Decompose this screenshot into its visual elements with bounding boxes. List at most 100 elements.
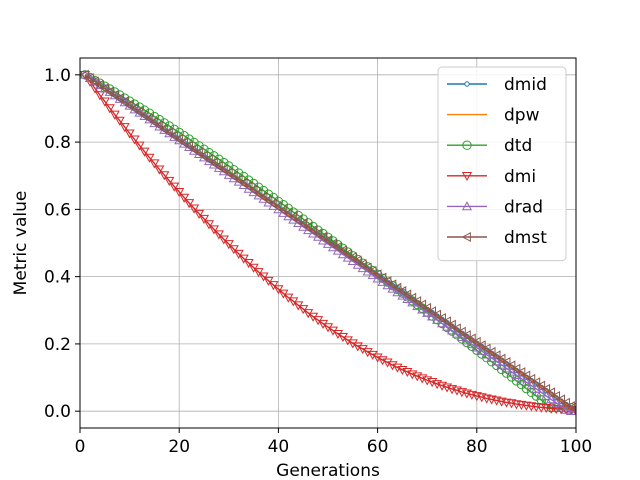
legend-label: dmid xyxy=(504,75,547,95)
plot-frame xyxy=(79,57,577,429)
data-point xyxy=(228,171,238,182)
data-point xyxy=(511,369,522,380)
data-point xyxy=(432,314,443,324)
data-point xyxy=(149,116,159,127)
data-point xyxy=(461,231,471,243)
data-point xyxy=(198,214,210,225)
data-point xyxy=(327,238,337,249)
data-point xyxy=(387,279,397,290)
data-point xyxy=(372,269,382,280)
data-point xyxy=(129,135,140,145)
x-tick-label: 60 xyxy=(367,437,389,457)
series-layer xyxy=(80,69,576,416)
data-point xyxy=(238,177,248,188)
data-point xyxy=(218,235,229,245)
data-point xyxy=(511,363,521,374)
data-point xyxy=(159,123,169,135)
data-point xyxy=(109,110,120,120)
data-point xyxy=(154,120,164,131)
series-line-dmst xyxy=(84,74,576,411)
data-point xyxy=(526,380,537,390)
data-point xyxy=(536,387,547,397)
data-point xyxy=(541,383,551,395)
data-point xyxy=(545,387,556,398)
data-point xyxy=(109,89,119,101)
data-point xyxy=(506,360,516,371)
data-point xyxy=(94,91,105,101)
data-point xyxy=(302,221,313,232)
data-point xyxy=(243,258,254,269)
data-point xyxy=(223,167,233,178)
data-point xyxy=(421,302,432,313)
data-point xyxy=(397,286,407,297)
data-point xyxy=(119,123,130,133)
data-point xyxy=(456,326,466,337)
data-point xyxy=(437,318,448,328)
data-point xyxy=(481,349,492,359)
data-point xyxy=(188,144,198,155)
data-point xyxy=(372,353,383,363)
legend-label: dtd xyxy=(504,136,532,156)
data-point xyxy=(417,299,427,310)
data-point xyxy=(461,335,472,345)
data-point xyxy=(461,201,473,211)
data-point xyxy=(382,275,392,287)
data-point xyxy=(243,181,253,192)
data-point xyxy=(114,116,125,126)
data-point xyxy=(193,209,205,219)
series-line-dtd xyxy=(84,74,576,409)
data-point xyxy=(109,90,120,100)
data-point xyxy=(248,263,259,273)
data-point xyxy=(521,370,531,381)
data-point xyxy=(208,157,218,168)
data-point xyxy=(184,199,195,209)
x-tick-label: 0 xyxy=(75,437,86,457)
data-point xyxy=(357,345,368,355)
data-point xyxy=(560,397,570,408)
data-point xyxy=(392,282,402,293)
data-point xyxy=(362,262,372,273)
data-point xyxy=(268,198,278,209)
data-point xyxy=(501,363,512,373)
data-point xyxy=(283,208,293,219)
data-point xyxy=(462,140,472,150)
data-point xyxy=(183,140,193,151)
data-point xyxy=(352,342,363,352)
x-tick-label: 80 xyxy=(466,437,488,457)
data-point xyxy=(377,272,387,283)
data-point xyxy=(476,340,486,351)
data-point xyxy=(99,83,109,94)
data-point xyxy=(461,330,471,341)
data-point xyxy=(501,357,511,368)
data-point xyxy=(332,241,342,253)
legend-item-dmid: dmid xyxy=(447,75,547,95)
data-point xyxy=(531,377,541,388)
series-dmst xyxy=(80,69,576,413)
y-tick-label: 0.8 xyxy=(44,133,71,153)
data-point xyxy=(173,134,184,145)
data-point xyxy=(431,309,441,320)
data-point xyxy=(456,331,467,342)
data-point xyxy=(466,333,476,344)
data-point xyxy=(367,350,378,360)
data-point xyxy=(124,129,135,139)
data-point xyxy=(169,130,179,141)
data-point xyxy=(516,367,526,378)
data-point xyxy=(233,174,243,185)
legend-label: dmi xyxy=(504,167,536,187)
data-point xyxy=(218,164,228,175)
legend-item-drad: drad xyxy=(447,197,543,217)
data-point xyxy=(213,160,223,172)
data-point xyxy=(441,321,453,331)
data-point xyxy=(253,188,263,199)
data-point xyxy=(263,276,274,286)
data-point xyxy=(193,147,203,158)
data-point xyxy=(139,110,149,121)
data-point xyxy=(129,103,139,114)
data-point xyxy=(536,403,547,413)
data-point xyxy=(476,345,487,355)
data-point xyxy=(213,230,224,240)
data-point xyxy=(139,147,150,157)
data-point xyxy=(114,93,124,104)
